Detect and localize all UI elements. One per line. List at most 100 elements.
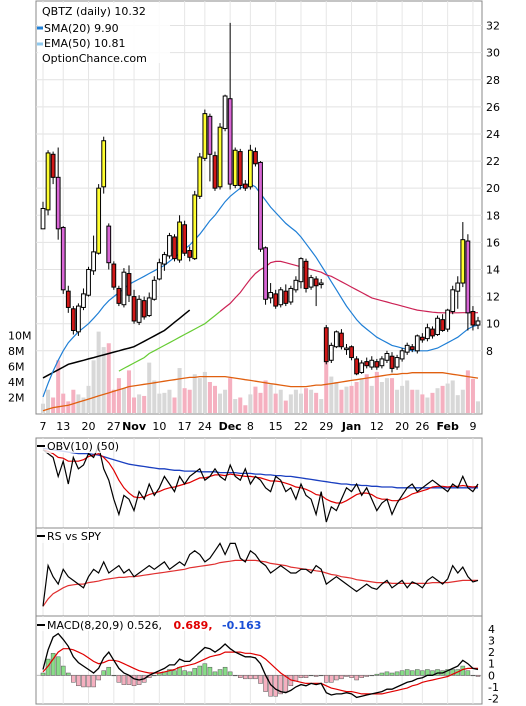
candle-body <box>202 113 208 159</box>
macd-histogram <box>40 653 481 697</box>
volume-bar <box>314 392 319 413</box>
macd-hist-bar <box>409 670 415 676</box>
candle-body <box>151 279 157 300</box>
volume-bar <box>354 382 359 413</box>
x-label: 12 <box>370 420 384 433</box>
candle-body <box>379 358 385 367</box>
candle-body <box>308 277 314 288</box>
volume-bar <box>283 400 288 413</box>
candle-body <box>172 236 177 260</box>
macd-hist-bar <box>96 675 101 681</box>
volume-bars <box>40 331 481 413</box>
macd-hist-bar <box>364 675 369 677</box>
volume-bar <box>233 399 238 413</box>
long-ma-line <box>42 309 191 379</box>
volume-bar <box>379 382 384 413</box>
volume-bar <box>288 394 293 413</box>
candle-body <box>470 310 476 326</box>
price-tick: 16 <box>486 236 500 249</box>
macd-hist-bar <box>415 669 420 676</box>
x-label: 24 <box>198 420 212 433</box>
volume-tick: 2M <box>8 392 25 405</box>
volume-bar <box>243 405 248 413</box>
macd-hist-bar <box>278 675 284 695</box>
candle-body <box>475 320 481 326</box>
volume-bar <box>187 389 192 413</box>
volume-bar <box>192 374 197 413</box>
volume-bar <box>460 389 465 413</box>
macd-hist-bar <box>329 675 334 683</box>
candle-body <box>232 149 238 186</box>
volume-bar <box>359 378 364 413</box>
volume-bar <box>182 388 187 413</box>
candle-body <box>384 353 390 361</box>
candle-body <box>333 331 339 348</box>
macd-hist-bar <box>101 670 106 676</box>
candle-body <box>55 176 61 230</box>
macd-hist-bar <box>91 675 96 688</box>
macd-hist-bar <box>76 675 81 687</box>
macd-hist-bar <box>222 666 228 676</box>
volume-bar <box>405 380 410 413</box>
candle-body <box>258 161 263 250</box>
volume-bar <box>298 393 303 413</box>
volume-bar <box>339 389 344 413</box>
macd-hist-bar <box>253 675 258 680</box>
candle-body <box>177 221 182 261</box>
macd-hist-bar <box>354 675 359 681</box>
volume-bar <box>324 331 329 413</box>
macd-hist-bar <box>167 669 172 676</box>
x-label: 17 <box>178 420 192 433</box>
volume-bar <box>344 386 349 413</box>
macd-hist-bar <box>243 675 248 680</box>
candle-body <box>303 260 309 289</box>
candle-body <box>425 327 430 340</box>
macd-hist-bar <box>303 675 309 678</box>
candle-body <box>359 362 365 373</box>
volume-bar <box>223 389 228 413</box>
macd-hist-bar <box>465 670 471 676</box>
candle-body <box>288 287 294 303</box>
candle-body <box>283 290 289 304</box>
candle-body <box>197 156 203 197</box>
candle-body <box>445 309 451 330</box>
volume-bar <box>309 389 314 413</box>
volume-bar <box>202 371 207 413</box>
ema50-line <box>219 260 478 314</box>
macd-hist-bar <box>379 672 385 676</box>
candle-body <box>217 126 223 188</box>
volume-bar <box>101 347 106 413</box>
obv-line <box>42 444 479 523</box>
x-label: 7 <box>40 420 47 433</box>
volume-bar <box>162 392 167 413</box>
macd-tick: -1 <box>488 681 499 694</box>
candle-body <box>460 239 466 284</box>
macd-hist-bar <box>399 670 405 676</box>
volume-bar <box>96 331 101 413</box>
candle-body <box>242 183 248 189</box>
volume-bar <box>273 393 278 413</box>
candle-body <box>237 151 243 186</box>
macd-tick: 3 <box>488 635 495 648</box>
volume-bar <box>278 389 283 413</box>
x-label: 20 <box>395 420 409 433</box>
macd-hist-bar <box>475 675 481 677</box>
macd-value-1: 0.689, <box>174 619 213 632</box>
volume-bar <box>147 362 152 413</box>
price-tick: 22 <box>486 155 500 168</box>
candle-body <box>70 308 76 331</box>
x-label: 8 <box>247 420 254 433</box>
volume-bar <box>258 392 263 413</box>
x-label: 15 <box>269 420 283 433</box>
volume-bar <box>126 370 132 413</box>
candle-body <box>187 250 193 258</box>
candle-body <box>419 336 425 341</box>
x-label: 29 <box>319 420 333 433</box>
volume-bar <box>212 385 217 413</box>
volume-bar <box>445 383 450 413</box>
macd-hist-bar <box>116 675 122 683</box>
macd-tick: -2 <box>488 693 499 706</box>
x-label: Jan <box>341 420 361 433</box>
x-label: 22 <box>294 420 308 433</box>
